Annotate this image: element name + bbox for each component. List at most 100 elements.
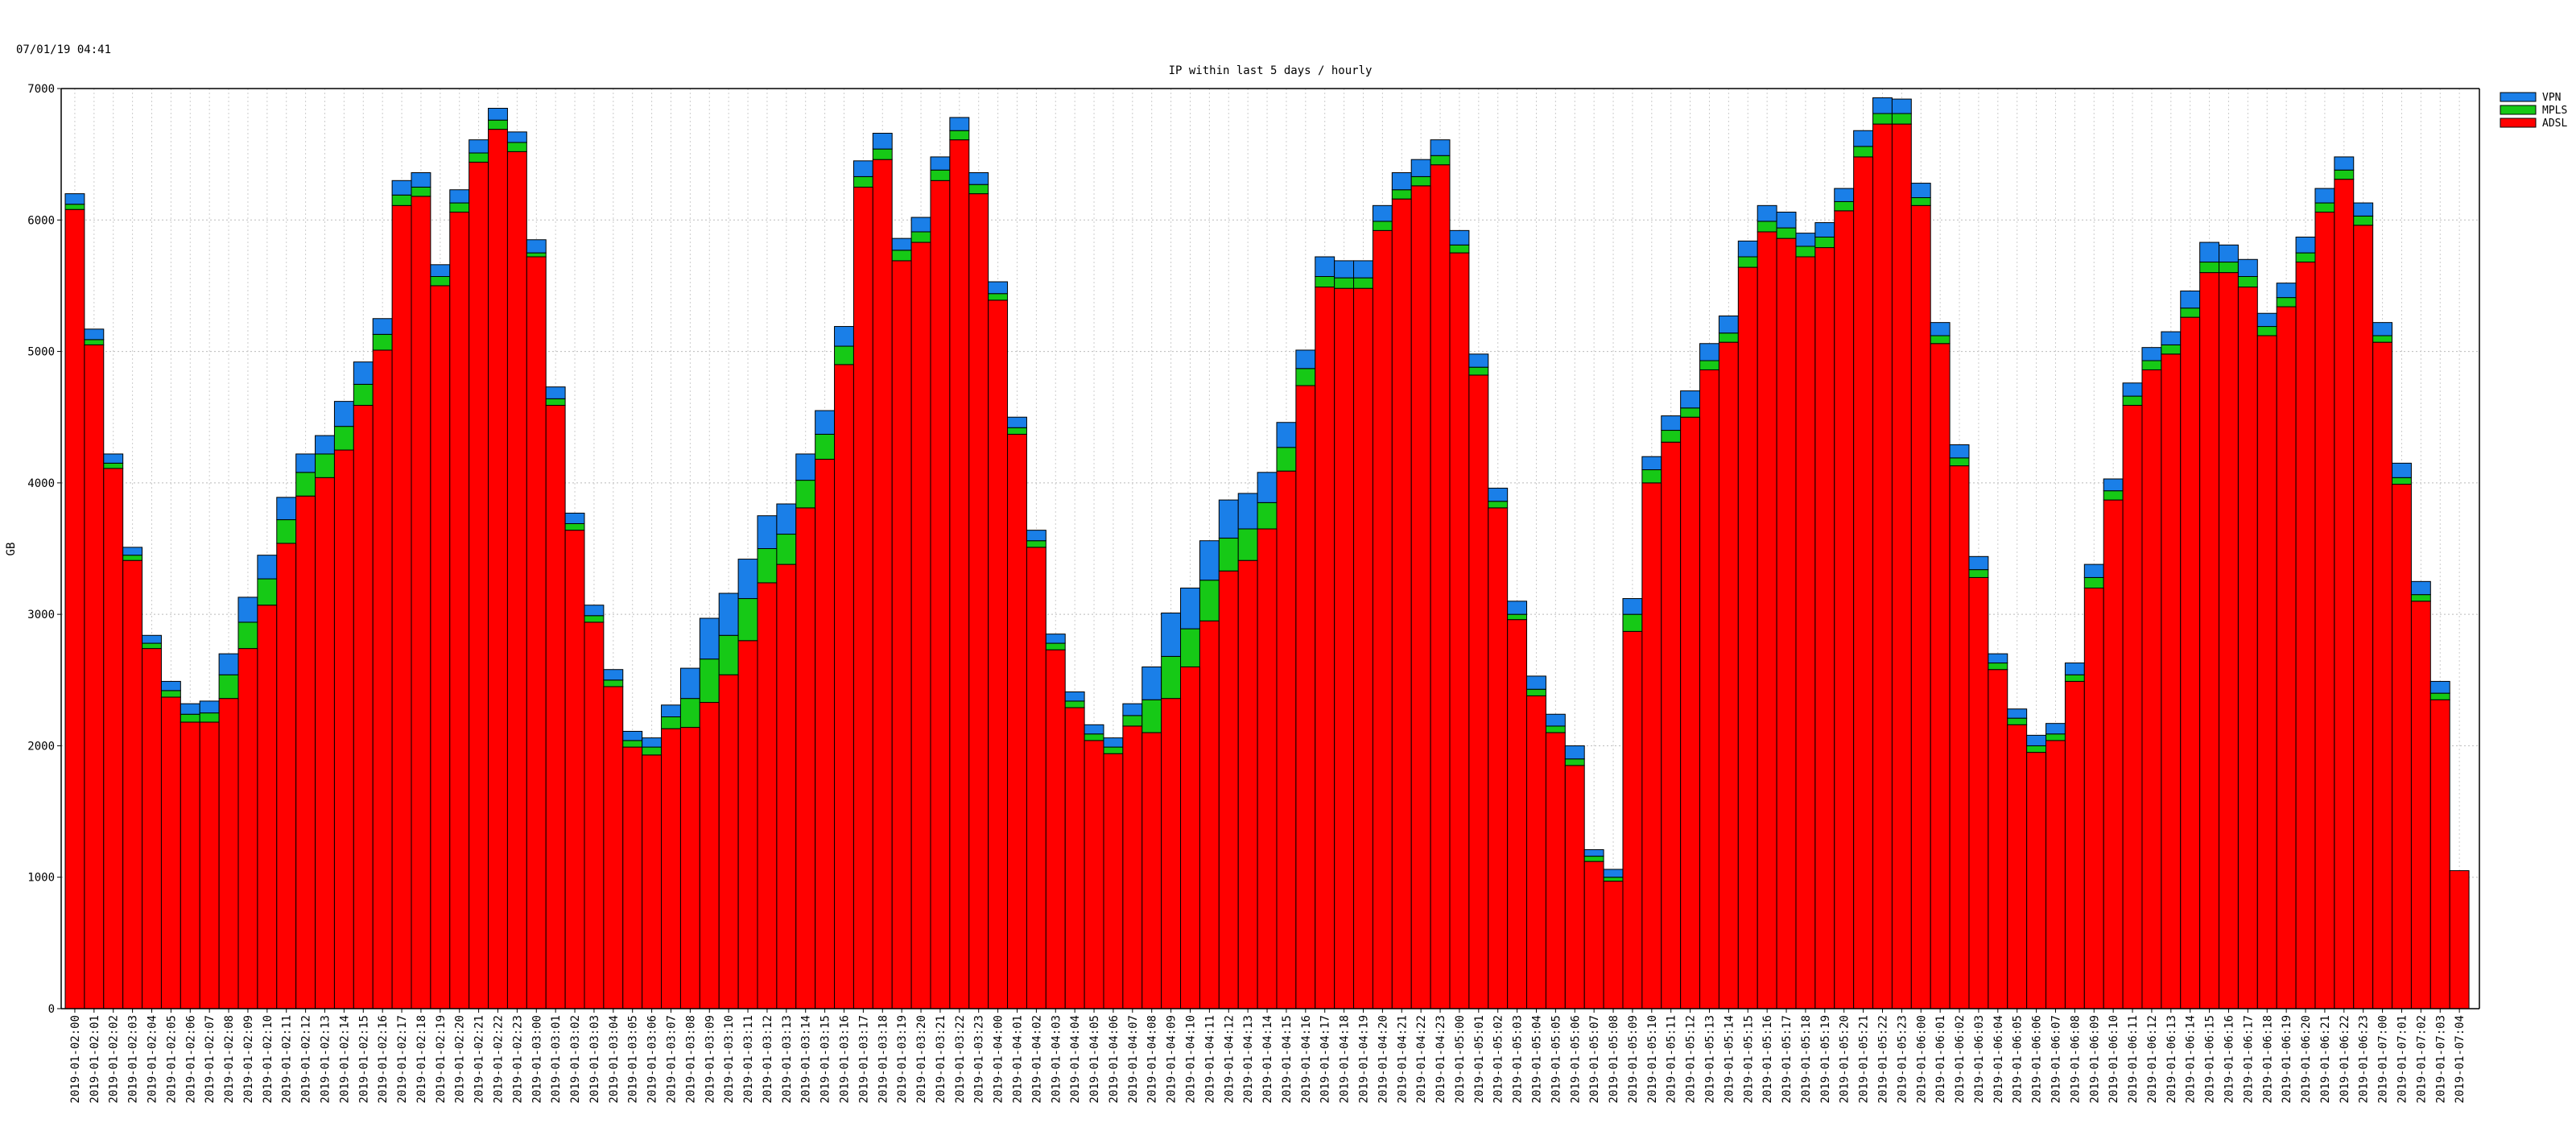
bar-vpn xyxy=(1814,222,1835,238)
bar-adsl xyxy=(834,364,854,1009)
x-tick-label: 2019-01-03:08 xyxy=(684,1015,697,1104)
bar-adsl xyxy=(1603,881,1624,1009)
bar-adsl xyxy=(2334,179,2355,1009)
bar-mpls xyxy=(1276,447,1297,472)
bar-mpls xyxy=(2026,745,2047,753)
bar-adsl xyxy=(2026,752,2047,1009)
x-tick-label: 2019-01-04:17 xyxy=(1319,1015,1332,1104)
bar-mpls xyxy=(1064,700,1085,708)
x-tick-label: 2019-01-02:16 xyxy=(377,1015,390,1104)
x-tick-label: 2019-01-02:00 xyxy=(69,1015,82,1104)
bar-adsl xyxy=(1391,198,1412,1009)
x-tick-label: 2019-01-02:09 xyxy=(242,1015,255,1104)
bar-mpls xyxy=(1122,715,1143,727)
bar-mpls xyxy=(1526,688,1546,696)
bar-vpn xyxy=(1276,422,1297,448)
x-tick-label: 2019-01-02:01 xyxy=(89,1015,101,1104)
bar-vpn xyxy=(815,410,836,435)
bar-adsl xyxy=(642,754,663,1009)
bar-adsl xyxy=(757,582,778,1009)
bar-adsl xyxy=(2256,335,2277,1009)
bar-mpls xyxy=(1968,569,1989,578)
bar-adsl xyxy=(2237,287,2258,1009)
x-tick-label: 2019-01-02:13 xyxy=(319,1015,332,1104)
bar-adsl xyxy=(103,468,124,1009)
bar-mpls xyxy=(1718,332,1739,343)
bar-vpn xyxy=(795,453,816,481)
bar-vpn xyxy=(584,605,605,617)
bar-vpn xyxy=(2083,564,2104,578)
bar-vpn xyxy=(2256,312,2277,328)
bar-vpn xyxy=(218,653,239,675)
bar-adsl xyxy=(526,256,547,1009)
x-tick-label: 2019-01-06:13 xyxy=(2165,1015,2178,1104)
bar-mpls xyxy=(1834,200,1855,212)
bar-vpn xyxy=(2180,290,2201,309)
x-tick-label: 2019-01-02:03 xyxy=(127,1015,140,1104)
x-tick-label: 2019-01-03:06 xyxy=(646,1015,659,1104)
bar-vpn xyxy=(1180,587,1200,630)
axes xyxy=(57,88,2480,1013)
bar-vpn xyxy=(1315,256,1335,277)
bar-adsl xyxy=(1507,619,1528,1009)
bar-mpls xyxy=(1872,113,1893,125)
bar-mpls xyxy=(391,194,412,206)
x-tick-label: 2019-01-03:23 xyxy=(973,1015,986,1104)
bar-adsl xyxy=(1276,470,1297,1009)
bar-adsl xyxy=(1103,753,1124,1009)
bar-mpls xyxy=(2219,262,2239,274)
bar-adsl xyxy=(603,686,624,1009)
bar-mpls xyxy=(815,433,836,460)
bar-vpn xyxy=(757,515,778,550)
bar-vpn xyxy=(1141,666,1162,700)
bar-mpls xyxy=(2103,490,2124,501)
bar-mpls xyxy=(333,426,354,451)
bar-mpls xyxy=(411,186,431,197)
bar-vpn xyxy=(2122,382,2143,397)
bar-vpn xyxy=(1257,472,1278,503)
x-tick-labels: 2019-01-02:00 2019-01-02:01 2019-01-02:02 2… xyxy=(69,1015,2467,1104)
bar-adsl xyxy=(2353,225,2374,1009)
bar-adsl xyxy=(295,495,316,1009)
bar-mpls xyxy=(1007,427,1027,435)
bar-mpls xyxy=(2334,169,2355,180)
bar-adsl xyxy=(2141,369,2162,1009)
bar-adsl xyxy=(1045,649,1066,1009)
bar-mpls xyxy=(545,398,566,407)
bar-mpls xyxy=(2083,576,2104,588)
bar-vpn xyxy=(679,667,700,700)
x-tick-label: 2019-01-03:00 xyxy=(530,1015,543,1104)
x-tick-label: 2019-01-06:00 xyxy=(1915,1015,1928,1104)
x-tick-label: 2019-01-04:01 xyxy=(1011,1015,1024,1104)
bar-vpn xyxy=(180,703,200,715)
bar-adsl xyxy=(910,242,931,1009)
x-tick-label: 2019-01-02:02 xyxy=(108,1015,121,1104)
bar-adsl xyxy=(142,648,162,1009)
x-tick-label: 2019-01-02:11 xyxy=(281,1015,294,1104)
bar-vpn xyxy=(2026,734,2047,746)
bar-mpls xyxy=(1853,146,1874,158)
bar-mpls xyxy=(1026,540,1046,548)
x-tick-label: 2019-01-03:10 xyxy=(723,1015,736,1104)
bar-mpls xyxy=(1468,366,1489,376)
bar-mpls xyxy=(699,658,720,704)
bar-adsl xyxy=(968,193,989,1009)
bar-mpls xyxy=(1699,360,1719,370)
bar-mpls xyxy=(2392,477,2412,485)
bar-mpls xyxy=(891,250,912,262)
chart-title: IP within last 5 days / hourly xyxy=(1169,64,1373,77)
bar-adsl xyxy=(1007,433,1027,1009)
bar-adsl xyxy=(930,180,951,1009)
bar-mpls xyxy=(988,293,1009,301)
bar-vpn xyxy=(506,131,527,143)
x-tick-label: 2019-01-05:01 xyxy=(1473,1015,1486,1104)
x-tick-label: 2019-01-05:22 xyxy=(1876,1015,1889,1104)
x-tick-label: 2019-01-03:21 xyxy=(935,1015,947,1104)
bar-mpls xyxy=(1315,275,1335,288)
x-tick-label: 2019-01-05:12 xyxy=(1685,1015,1698,1104)
bar-vpn xyxy=(2334,156,2355,171)
bar-adsl xyxy=(333,449,354,1009)
x-tick-label: 2019-01-05:08 xyxy=(1608,1015,1620,1104)
x-tick-label: 2019-01-03:11 xyxy=(742,1015,755,1104)
